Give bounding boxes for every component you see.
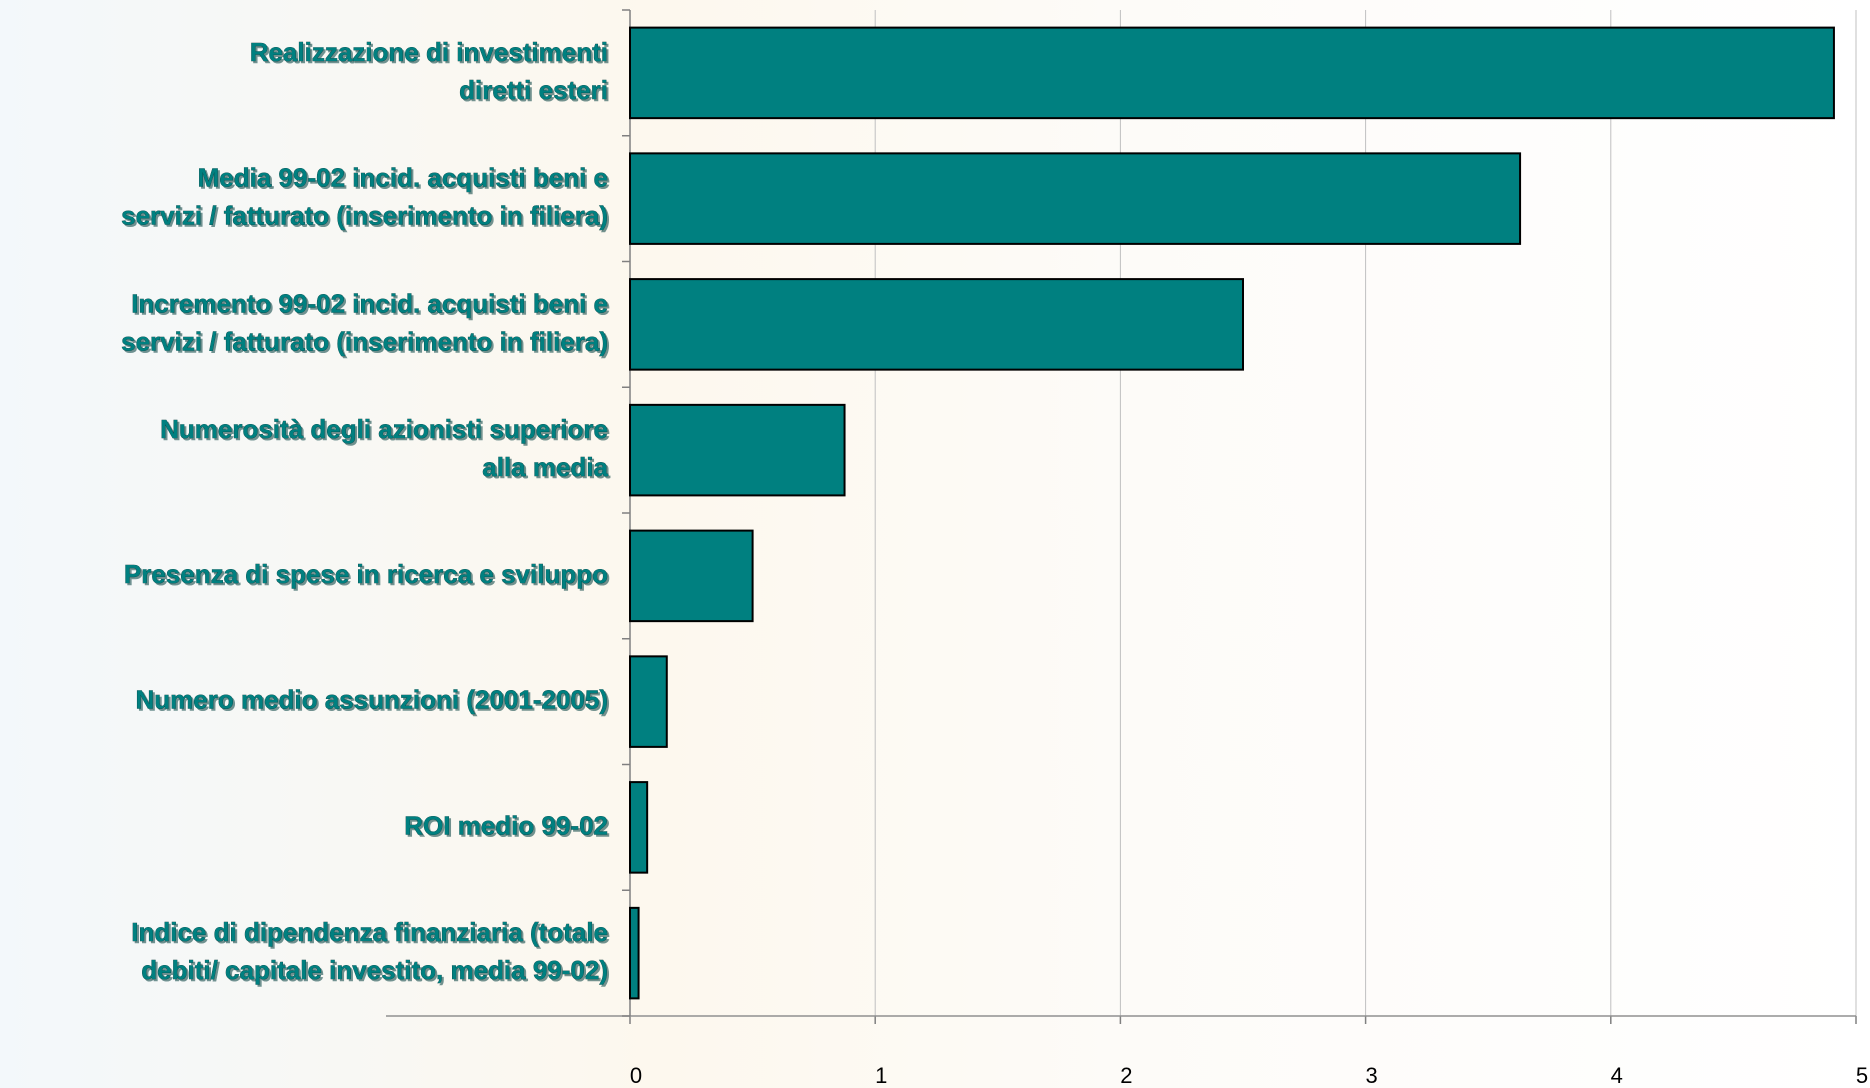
y-tick-label: Media 99-02 incid. acquisti beni e [198,163,608,193]
y-tick-label: Presenza di spese in ricerca e sviluppo [124,559,608,589]
y-tick-label: diretti esteri [459,75,608,105]
x-tick-label: 1 [875,1063,887,1088]
bar [629,906,640,1000]
bar [629,655,668,748]
y-tick-label: Numero medio assunzioni (2001-2005) [136,685,608,715]
x-tick-label: 0 [630,1063,642,1088]
y-tick-label: debiti/ capitale investito, media 99-02) [141,955,608,985]
y-tick-label: Numerosità degli azionisti superiore [160,414,608,444]
x-tick-label: 2 [1120,1063,1132,1088]
x-tick-label: 5 [1856,1063,1868,1088]
bar [629,26,1835,120]
y-tick-label: servizi / fatturato (inserimento in fili… [121,326,608,356]
x-tick-label: 4 [1611,1063,1623,1088]
y-tick-label: Incremento 99-02 incid. acquisti beni e [131,288,608,318]
bar [629,403,846,497]
y-tick-label: alla media [482,452,608,482]
bar [629,781,649,874]
bar [629,529,754,623]
y-tick-label: Realizzazione di investimenti [250,37,608,67]
bar [629,278,1244,371]
x-tick-label: 3 [1365,1063,1377,1088]
y-tick-label: servizi / fatturato (inserimento in fili… [121,201,608,231]
y-tick-label: ROI medio 99-02 [404,810,608,840]
y-tick-label: Indice di dipendenza finanziaria (totale [131,917,608,947]
bar [629,152,1522,245]
